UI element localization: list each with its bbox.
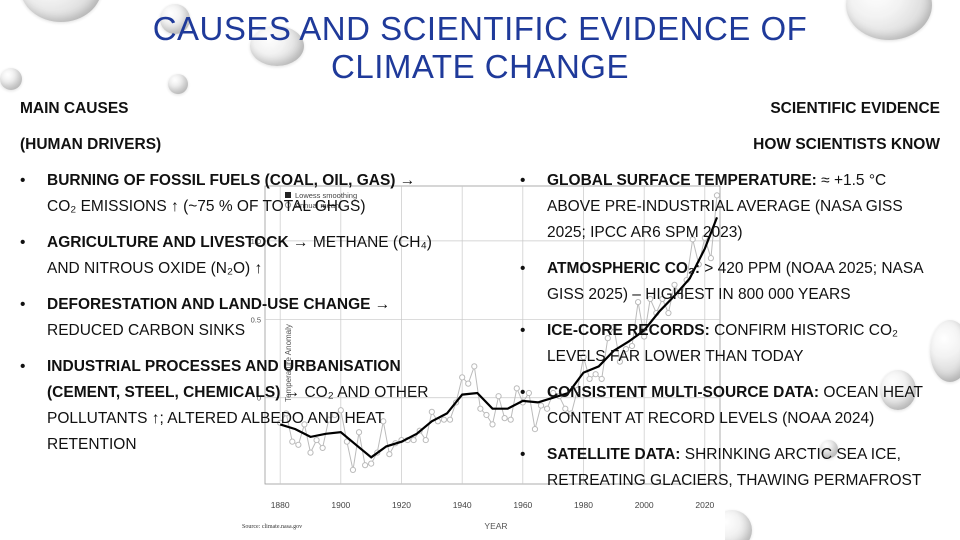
annual-mean-point xyxy=(665,309,672,317)
annual-mean-point xyxy=(362,462,369,469)
x-tick-label: 1980 xyxy=(574,500,593,510)
slide-title: Causes and Scientific Evidence of Climat… xyxy=(0,10,960,86)
list-item: Burning of fossil fuels (coal, oil, gas)… xyxy=(20,168,440,220)
annual-mean-point xyxy=(483,411,490,419)
evidence-subheading: How Scientists Know xyxy=(753,136,940,153)
x-tick-label: 1880 xyxy=(271,500,290,510)
item-label: Burning of fossil fuels (coal, oil, gas) xyxy=(47,172,396,189)
annual-mean-point xyxy=(440,416,448,423)
evidence-column: Scientific Evidence How Scientists Know … xyxy=(520,96,940,504)
item-text: > 420 ppm (NOAA 2025; NASA GISS 2025) – … xyxy=(547,260,923,303)
x-tick-label: 1960 xyxy=(513,500,532,510)
list-item: Global surface temperature: ≈ +1.5 °C ab… xyxy=(520,168,940,246)
evidence-list: Global surface temperature: ≈ +1.5 °C ab… xyxy=(520,168,940,494)
annual-mean-point xyxy=(489,421,496,428)
annual-mean-point xyxy=(501,415,508,422)
annual-mean-point xyxy=(477,405,484,412)
item-label: Deforestation and land-use change xyxy=(47,296,371,313)
x-tick-label: 1900 xyxy=(331,500,350,510)
annual-mean-point xyxy=(465,380,472,387)
annual-mean-point xyxy=(368,460,375,467)
item-label: Atmospheric CO₂: xyxy=(547,260,700,277)
title-line-2: Climate Change xyxy=(331,48,629,85)
list-item: Atmospheric CO₂: > 420 ppm (NOAA 2025; N… xyxy=(520,256,940,308)
list-item: Ice-core records: confirm historic CO₂ l… xyxy=(520,318,940,370)
item-text: → reduced carbon sinks xyxy=(47,296,391,339)
causes-subheading: (Human Drivers) xyxy=(20,136,162,153)
water-drop-decoration xyxy=(20,0,102,22)
x-tick-label: 1940 xyxy=(453,500,472,510)
list-item: Industrial processes and urbanisation (c… xyxy=(20,354,440,458)
item-text: ≈ +1.5 °C above pre-industrial average (… xyxy=(547,172,903,241)
x-tick-labels: 1880 1900 1920 1940 1960 1980 2000 2020 xyxy=(271,500,715,510)
list-item: Agriculture and livestock → methane (CH₄… xyxy=(20,230,440,282)
item-text: → methane (CH₄) and nitrous oxide (N₂O) … xyxy=(47,234,432,277)
causes-list: Burning of fossil fuels (coal, oil, gas)… xyxy=(20,168,440,458)
x-axis-label: YEAR xyxy=(484,521,507,531)
item-label: Industrial processes and urbanisation (c… xyxy=(47,358,401,401)
title-line-1: Causes and Scientific Evidence of xyxy=(152,10,808,47)
item-label: Agriculture and livestock xyxy=(47,234,289,251)
water-drop-decoration xyxy=(250,26,304,66)
annual-mean-point xyxy=(513,385,520,392)
x-tick-label: 2020 xyxy=(695,500,714,510)
water-drop-decoration xyxy=(168,74,188,94)
annual-mean-point xyxy=(471,363,478,370)
item-text: ocean heat content at record levels (NOA… xyxy=(547,384,923,427)
item-label: Global surface temperature: xyxy=(547,172,817,189)
annual-mean-point xyxy=(446,416,454,423)
x-tick-label: 2000 xyxy=(635,500,654,510)
causes-heading: Main Causes xyxy=(20,100,129,117)
item-label: Consistent multi-source data: xyxy=(547,384,820,401)
annual-mean-point xyxy=(495,393,502,400)
water-drop-decoration xyxy=(0,68,22,90)
annual-mean-point xyxy=(459,374,466,381)
annual-mean-point xyxy=(592,371,599,378)
list-item: Deforestation and land-use change → redu… xyxy=(20,292,440,344)
evidence-heading: Scientific Evidence xyxy=(770,100,940,117)
annual-mean-point xyxy=(349,466,357,473)
water-drop-decoration xyxy=(160,4,190,34)
list-item: Satellite data: shrinking Arctic sea ice… xyxy=(520,442,940,494)
item-text: confirm historic CO₂ levels far lower th… xyxy=(547,322,899,365)
item-text: → CO₂ and other pollutants ↑; altered al… xyxy=(47,384,429,453)
item-label: Satellite data: xyxy=(547,446,681,463)
item-text: → CO₂ emissions ↑ (~75 % of total GHGs) xyxy=(47,172,416,215)
chart-source: Source: climate.nasa.gov xyxy=(242,524,303,530)
causes-column: Main Causes (Human Drivers) Burning of f… xyxy=(20,96,440,468)
x-tick-label: 1920 xyxy=(392,500,411,510)
annual-mean-point xyxy=(507,416,514,423)
list-item: Consistent multi-source data: ocean heat… xyxy=(520,380,940,432)
item-label: Ice-core records: xyxy=(547,322,710,339)
item-text: shrinking Arctic sea ice, retreating gla… xyxy=(547,446,922,489)
